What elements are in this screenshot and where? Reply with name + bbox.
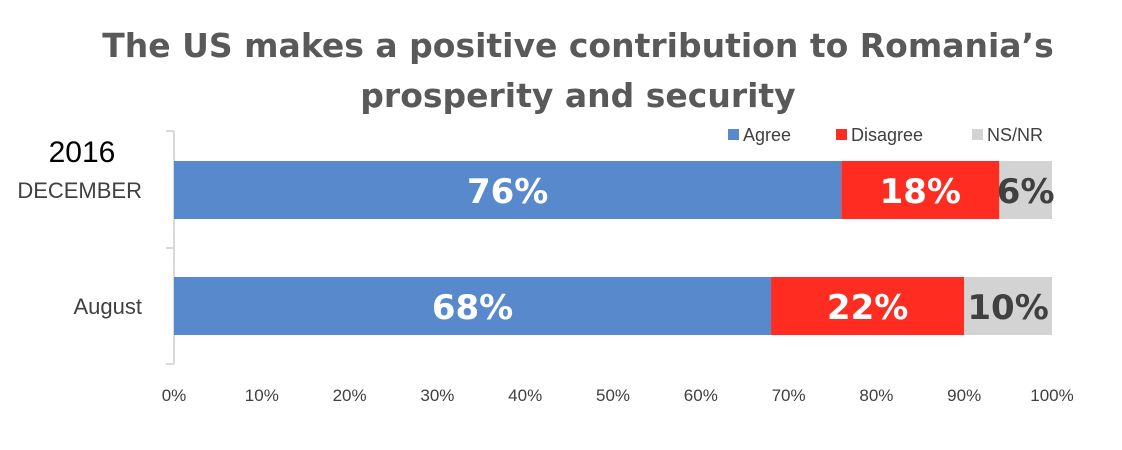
data-label-december-agree: 76%: [467, 172, 548, 212]
x-tick-label: 50%: [596, 386, 630, 405]
x-tick-label: 20%: [333, 386, 367, 405]
y-axis: [166, 130, 175, 365]
chart-title-line-2: prosperity and security: [360, 76, 795, 115]
legend-swatch-ns-nr: [972, 129, 983, 140]
bar-december-ns-nr: [999, 161, 1052, 219]
year-label: 2016: [49, 136, 116, 169]
x-tick-label: 70%: [772, 386, 806, 405]
x-tick-label: 60%: [684, 386, 718, 405]
category-label-december: DECEMBER: [17, 178, 142, 203]
data-label-december-ns-nr: 6%: [997, 172, 1055, 212]
chart-title: The US makes a positive contribution to …: [102, 26, 1054, 115]
legend-swatch-disagree: [836, 129, 847, 140]
legend-label-ns-nr: NS/NR: [987, 125, 1043, 145]
bar-august-disagree: [771, 277, 965, 335]
x-tick-label: 90%: [947, 386, 981, 405]
x-tick-label: 80%: [859, 386, 893, 405]
bar-december-agree: [174, 161, 842, 219]
legend-label-disagree: Disagree: [851, 125, 923, 145]
x-tick-label: 30%: [420, 386, 454, 405]
category-labels: DECEMBER August: [17, 178, 142, 319]
legend: Agree Disagree NS/NR: [728, 125, 1043, 145]
x-axis-ticks: 0% 10% 20% 30% 40% 50% 60% 70% 80% 90% 100%: [162, 386, 1074, 405]
x-tick-label: 100%: [1030, 386, 1073, 405]
x-tick-label: 0%: [162, 386, 187, 405]
bar-august-ns-nr: [964, 277, 1052, 335]
data-label-august-agree: 68%: [432, 288, 513, 328]
bar-december-disagree: [841, 161, 1000, 219]
legend-label-agree: Agree: [743, 125, 791, 145]
bars: [174, 161, 1052, 335]
category-label-august: August: [74, 294, 143, 319]
x-tick-label: 10%: [245, 386, 279, 405]
data-label-august-disagree: 22%: [827, 288, 908, 328]
bar-august-agree: [174, 277, 772, 335]
chart-title-line-1: The US makes a positive contribution to …: [102, 26, 1054, 65]
data-label-december-disagree: 18%: [880, 172, 961, 212]
data-label-august-ns-nr: 10%: [967, 288, 1048, 328]
data-labels: 76% 18% 6% 68% 22% 10%: [432, 172, 1055, 328]
x-tick-label: 40%: [508, 386, 542, 405]
legend-swatch-agree: [728, 129, 739, 140]
